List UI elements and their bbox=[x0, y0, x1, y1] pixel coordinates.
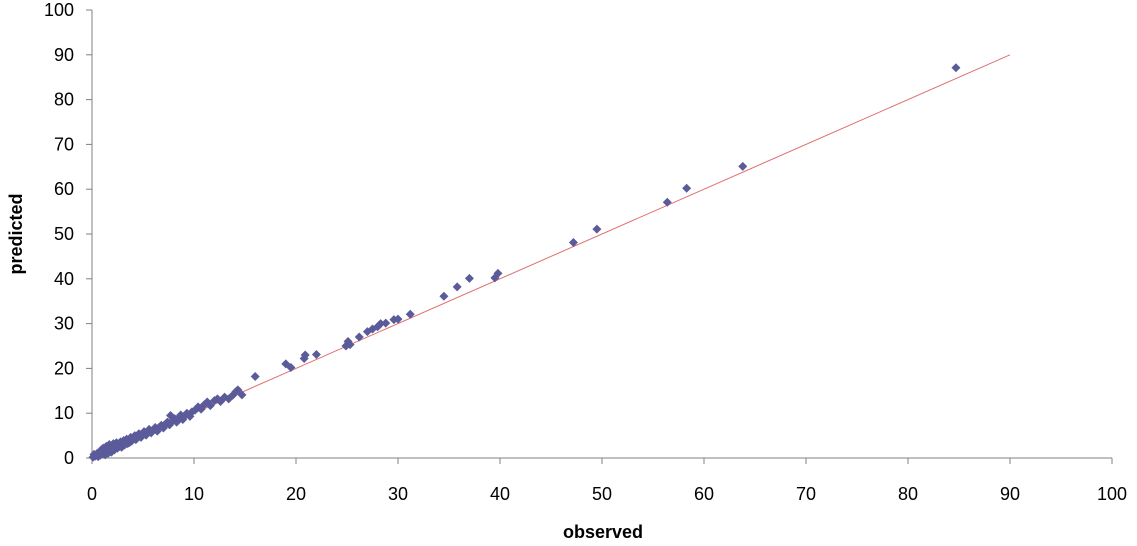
data-point bbox=[682, 183, 692, 193]
y-tick-label: 0 bbox=[64, 448, 74, 468]
data-point bbox=[662, 197, 672, 207]
ticks-layer: 0 10 20 30 40 50 60 70 80 90 100 0 10 20 30 40 50 60 70 80 9… bbox=[44, 0, 1127, 504]
x-tick-label: 70 bbox=[796, 484, 816, 504]
data-point bbox=[311, 350, 321, 360]
y-tick-label: 10 bbox=[54, 403, 74, 423]
data-point bbox=[250, 371, 260, 381]
data-point bbox=[568, 238, 578, 248]
data-point bbox=[951, 63, 961, 73]
x-tick-label: 60 bbox=[694, 484, 714, 504]
x-tick-label: 10 bbox=[184, 484, 204, 504]
y-tick-label: 60 bbox=[54, 179, 74, 199]
data-point bbox=[205, 401, 215, 411]
data-point bbox=[233, 385, 243, 395]
reference-layer bbox=[91, 54, 1011, 459]
reference-line bbox=[91, 54, 1011, 459]
y-tick-label: 90 bbox=[54, 45, 74, 65]
x-tick-label: 30 bbox=[388, 484, 408, 504]
y-tick-label: 80 bbox=[54, 90, 74, 110]
data-point bbox=[393, 314, 403, 324]
points-layer bbox=[88, 63, 961, 462]
y-axis-title: predicted bbox=[6, 193, 26, 274]
data-point bbox=[592, 224, 602, 234]
data-point bbox=[286, 363, 296, 373]
x-tick-label: 80 bbox=[898, 484, 918, 504]
data-point bbox=[405, 309, 415, 319]
data-point bbox=[376, 319, 386, 329]
data-point bbox=[464, 273, 474, 283]
y-tick-label: 30 bbox=[54, 314, 74, 334]
y-tick-label: 100 bbox=[44, 0, 74, 20]
y-tick-label: 20 bbox=[54, 358, 74, 378]
data-point bbox=[381, 318, 391, 328]
data-point bbox=[738, 161, 748, 171]
data-point bbox=[300, 350, 310, 360]
x-tick-label: 100 bbox=[1097, 484, 1127, 504]
x-tick-label: 40 bbox=[490, 484, 510, 504]
x-tick-label: 50 bbox=[592, 484, 612, 504]
x-axis-title: observed bbox=[563, 522, 643, 542]
x-tick-label: 90 bbox=[1000, 484, 1020, 504]
data-point bbox=[237, 390, 247, 400]
data-point bbox=[493, 268, 503, 278]
data-point bbox=[439, 291, 449, 301]
x-tick-label: 0 bbox=[87, 484, 97, 504]
y-tick-label: 40 bbox=[54, 269, 74, 289]
y-tick-label: 50 bbox=[54, 224, 74, 244]
data-point bbox=[354, 332, 364, 342]
data-point bbox=[452, 282, 462, 292]
data-point bbox=[345, 340, 355, 350]
y-tick-label: 70 bbox=[54, 134, 74, 154]
x-tick-label: 20 bbox=[286, 484, 306, 504]
